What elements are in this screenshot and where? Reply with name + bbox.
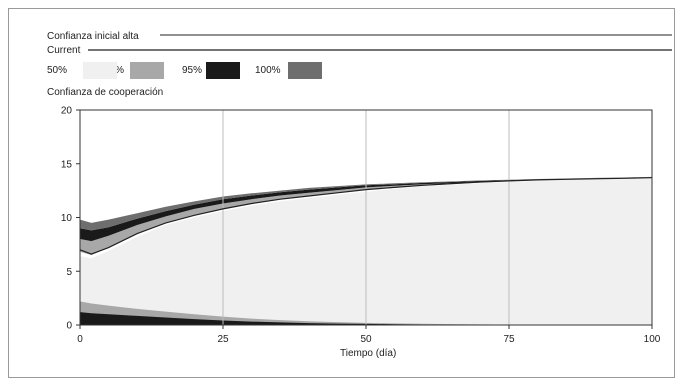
legend-swatch-95 (206, 62, 240, 79)
chart-subtitle: Current (47, 45, 81, 56)
legend-label-100: 100% (255, 65, 281, 76)
band-100-upper (80, 176, 652, 231)
y-tick-label-0: 0 (66, 321, 72, 332)
legend-label-50: 50% (47, 65, 68, 76)
y-axis-label: Confianza de cooperación (47, 87, 164, 98)
y-tick-label-10: 10 (61, 213, 73, 224)
x-tick-label-0: 0 (77, 334, 83, 345)
x-tick-label-50: 50 (360, 334, 372, 345)
chart-frame (8, 8, 675, 378)
legend-swatch-100 (288, 62, 322, 79)
y-tick-label-15: 15 (61, 159, 73, 170)
y-tick-label-5: 5 (66, 267, 72, 278)
x-tick-label-75: 75 (503, 334, 515, 345)
x-axis-label: Tiempo (día) (340, 348, 397, 359)
x-tick-label-25: 25 (217, 334, 229, 345)
chart-title: Confianza inicial alta (47, 31, 139, 42)
legend-swatch-75 (130, 62, 164, 79)
legend-swatch-50 (83, 62, 117, 79)
x-tick-label-100: 100 (644, 334, 661, 345)
legend-label-95: 95% (182, 65, 203, 76)
y-tick-label-20: 20 (61, 106, 73, 117)
series-current-line (79, 177, 653, 255)
